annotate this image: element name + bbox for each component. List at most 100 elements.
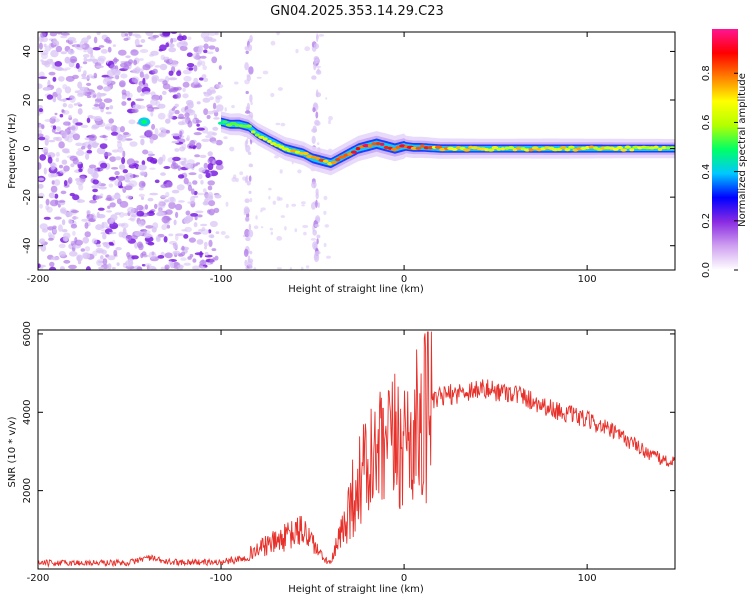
noise-speckle bbox=[75, 142, 83, 147]
noise-speckle bbox=[197, 59, 202, 66]
spectrogram-y-tick-label: 0 bbox=[22, 145, 33, 151]
noise-speckle bbox=[47, 156, 53, 164]
noise-speckle bbox=[55, 157, 60, 163]
noise-speckle bbox=[87, 167, 94, 175]
noise-speckle bbox=[196, 127, 205, 131]
colorbar-ticks: 0.0 0.2 0.4 0.6 0.8 bbox=[701, 65, 738, 278]
noise-speckle bbox=[52, 225, 57, 230]
noise-speckle bbox=[231, 177, 237, 182]
ridge-core bbox=[491, 146, 499, 150]
noise-speckle bbox=[63, 259, 71, 264]
noise-speckle bbox=[166, 224, 171, 229]
noise-speckle bbox=[94, 195, 100, 200]
noise-speckle bbox=[99, 143, 108, 150]
noise-speckle bbox=[39, 223, 48, 230]
noise-speckle bbox=[229, 146, 235, 152]
noise-speckle bbox=[162, 80, 168, 86]
noise-speckle bbox=[111, 195, 116, 201]
noise-speckle bbox=[76, 102, 81, 105]
noise-speckle bbox=[215, 47, 220, 53]
noise-speckle bbox=[179, 146, 186, 152]
noise-speckle bbox=[40, 59, 44, 62]
spectrogram-y-label: Frequency (Hz) bbox=[7, 113, 18, 189]
noise-speckle bbox=[98, 102, 106, 110]
noise-speckle bbox=[249, 197, 253, 203]
noise-speckle bbox=[110, 131, 119, 136]
noise-speckle bbox=[109, 105, 114, 110]
noise-speckle bbox=[224, 235, 230, 239]
noise-speckle bbox=[96, 85, 104, 90]
noise-speckle bbox=[187, 36, 192, 41]
noise-speckle bbox=[125, 55, 131, 59]
noise-speckle bbox=[203, 108, 209, 116]
noise-speckle bbox=[38, 83, 43, 89]
ridge-core bbox=[330, 160, 337, 165]
noise-speckle bbox=[38, 129, 43, 135]
noise-speckle bbox=[301, 204, 305, 207]
noise-speckle bbox=[186, 135, 190, 141]
snr-y-tick-label: 6000 bbox=[22, 321, 33, 346]
noise-speckle bbox=[102, 233, 107, 240]
noise-speckle bbox=[62, 235, 70, 242]
noise-speckle bbox=[250, 101, 253, 106]
noise-speckle bbox=[310, 238, 317, 241]
noise-speckle bbox=[86, 117, 91, 124]
noise-speckle bbox=[123, 131, 130, 136]
noise-speckle bbox=[58, 76, 65, 82]
noise-speckle bbox=[111, 68, 120, 74]
noise-speckle bbox=[111, 267, 116, 270]
noise-speckle bbox=[48, 237, 54, 241]
noise-speckle bbox=[127, 206, 135, 214]
ridge-core bbox=[434, 145, 443, 149]
noise-speckle bbox=[157, 255, 165, 259]
noise-speckle bbox=[175, 211, 179, 218]
noise-speckle bbox=[50, 173, 59, 178]
noise-speckle bbox=[63, 180, 68, 186]
noise-speckle bbox=[179, 45, 188, 52]
ridge-core bbox=[258, 135, 265, 139]
noise-speckle bbox=[147, 241, 155, 246]
noise-speckle bbox=[119, 185, 124, 189]
colorbar-gradient bbox=[712, 29, 738, 270]
noise-speckle bbox=[157, 133, 164, 137]
noise-speckle bbox=[328, 119, 331, 125]
noise-speckle bbox=[106, 210, 112, 213]
noise-stripe-speckle bbox=[315, 192, 319, 200]
noise-speckle bbox=[149, 157, 158, 164]
snr-x-tick-label: -200 bbox=[27, 573, 50, 584]
noise-speckle bbox=[123, 37, 129, 42]
noise-speckle bbox=[48, 71, 56, 76]
noise-speckle bbox=[203, 92, 211, 97]
snr-x-label: Height of straight line (km) bbox=[288, 584, 424, 595]
noise-stripe-speckle bbox=[249, 250, 253, 255]
noise-speckle bbox=[291, 203, 297, 207]
noise-speckle bbox=[81, 146, 86, 150]
ridge-core bbox=[371, 142, 377, 146]
noise-speckle bbox=[108, 176, 117, 181]
noise-speckle bbox=[206, 131, 215, 136]
ridge-core bbox=[496, 147, 502, 151]
noise-stripe-speckle bbox=[248, 190, 252, 194]
noise-stripe-speckle bbox=[245, 236, 251, 242]
noise-stripe-speckle bbox=[244, 62, 249, 71]
noise-speckle bbox=[38, 192, 45, 199]
noise-speckle bbox=[77, 68, 82, 73]
noise-speckle bbox=[55, 126, 62, 132]
noise-speckle bbox=[323, 242, 327, 248]
noise-speckle bbox=[225, 201, 229, 207]
noise-speckle bbox=[60, 35, 68, 39]
noise-speckle bbox=[151, 123, 156, 130]
noise-speckle bbox=[215, 96, 221, 104]
noise-speckle bbox=[111, 149, 119, 153]
noise-speckle bbox=[162, 90, 167, 95]
noise-speckle bbox=[151, 226, 157, 233]
noise-speckle bbox=[177, 264, 185, 269]
spectrogram-y-tick-label: -40 bbox=[22, 238, 33, 254]
noise-stripe-speckle bbox=[313, 43, 319, 50]
noise-speckle bbox=[46, 94, 54, 100]
noise-speckle bbox=[183, 217, 191, 224]
noise-speckle bbox=[100, 193, 104, 197]
ridge-core bbox=[559, 146, 567, 150]
noise-speckle bbox=[139, 171, 146, 177]
noise-speckle bbox=[41, 36, 48, 43]
